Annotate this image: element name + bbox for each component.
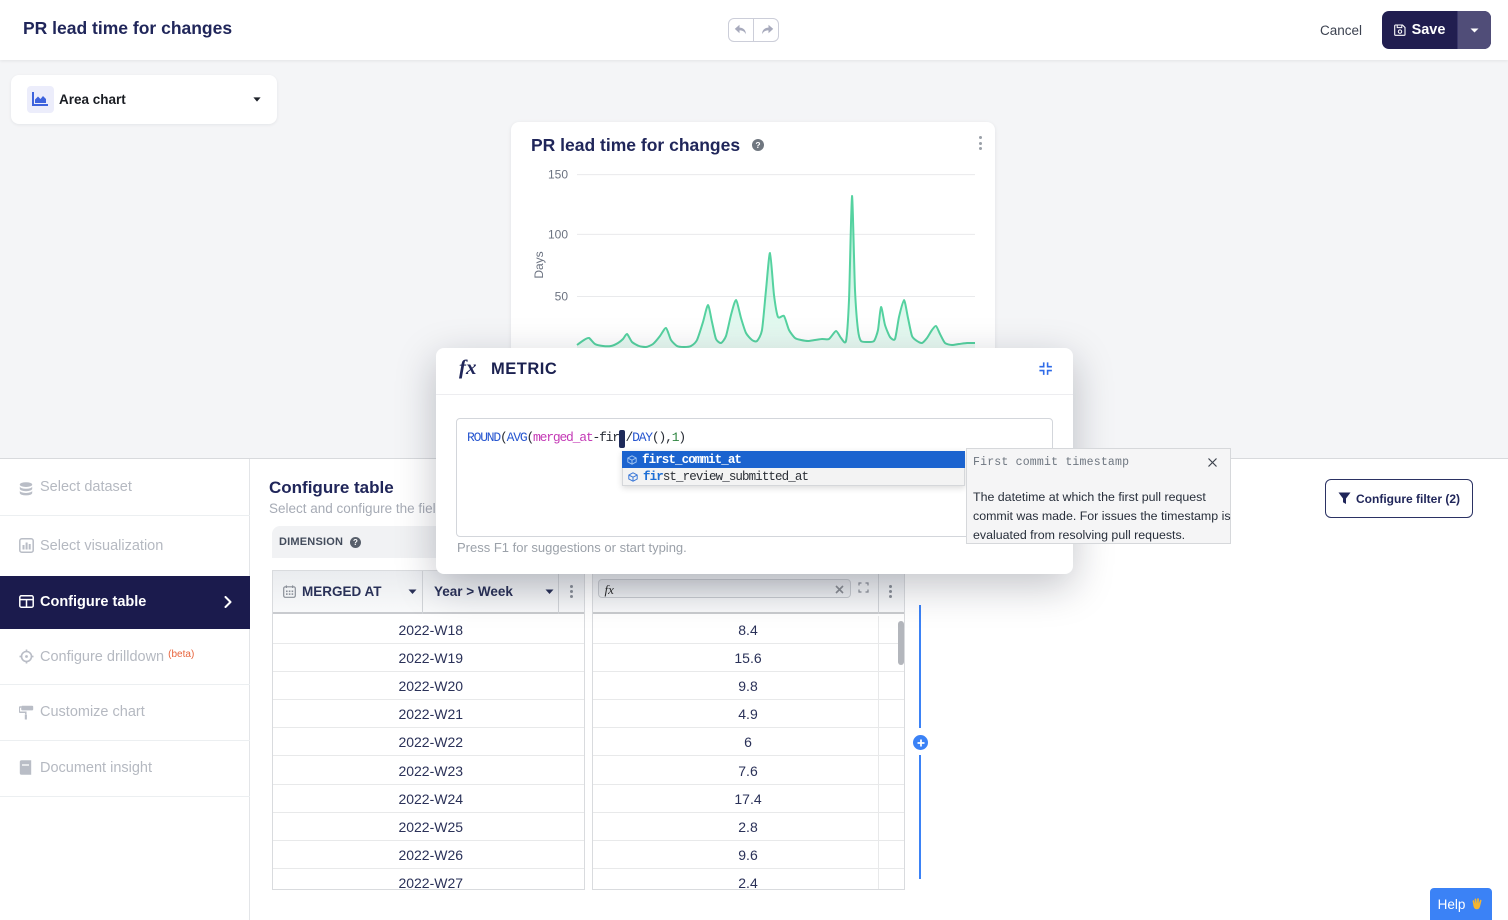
svg-text:50: 50 bbox=[555, 290, 569, 304]
svg-text:Days: Days bbox=[532, 251, 546, 278]
svg-text:100: 100 bbox=[548, 227, 568, 241]
svg-text:150: 150 bbox=[548, 168, 568, 182]
